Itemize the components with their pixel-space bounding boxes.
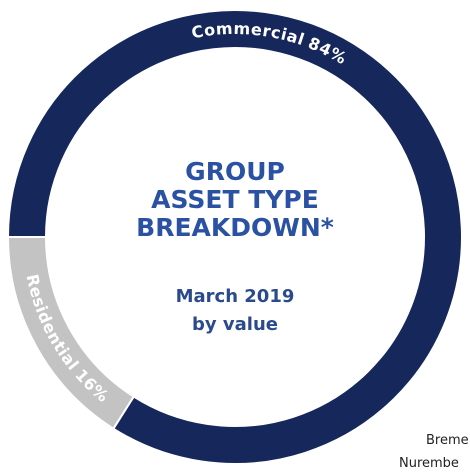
chart-title: ASSET TYPE [151,185,319,214]
chart-title: GROUP [185,157,285,186]
donut-segment [6,9,463,465]
chart-subtitle: by value [192,314,278,335]
donut-segment [6,236,136,431]
footnote-fragment: Nurembe [399,456,459,471]
footnote-fragment: Breme [426,433,469,448]
chart-subtitle: March 2019 [176,286,295,307]
chart-title: BREAKDOWN* [136,213,334,242]
